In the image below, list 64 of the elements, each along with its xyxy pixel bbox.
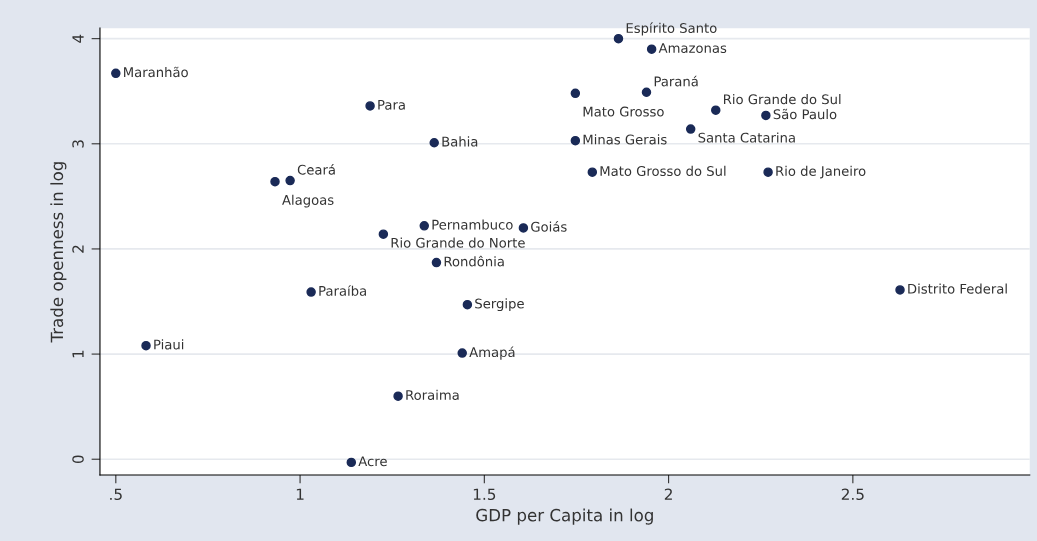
annotation: Pernambuco — [432, 219, 513, 230]
annotation: São Paulo — [773, 108, 837, 120]
point — [570, 88, 581, 99]
annotation: Rio Grande do Norte — [391, 237, 525, 248]
annotation: Goiás — [531, 220, 567, 232]
point — [518, 223, 529, 233]
point — [285, 175, 295, 186]
y-tick-label: 3 — [72, 140, 84, 148]
point — [613, 33, 624, 44]
y-tick-label: 4 — [72, 34, 84, 43]
annotation: Santa Catarina — [698, 132, 795, 143]
annotation: Distrito Federal — [908, 283, 1007, 294]
x-tick-label: 1.5 — [473, 488, 496, 501]
annotation: Paraná — [654, 75, 698, 87]
annotation: Rio Grande do Sul — [724, 94, 841, 105]
annotation: Para — [378, 99, 405, 110]
point — [111, 68, 121, 79]
point — [346, 457, 357, 468]
annotation: Rondônia — [444, 255, 504, 267]
point — [685, 124, 696, 134]
annotation: Alagoas — [282, 194, 334, 208]
annotation: Minas Gerais — [583, 134, 667, 145]
point — [641, 87, 652, 98]
point — [431, 257, 442, 268]
point — [711, 105, 721, 115]
y-tick-label: 0 — [72, 455, 84, 464]
point — [378, 229, 389, 239]
point — [587, 167, 598, 177]
x-tick-label: 2.5 — [841, 488, 864, 501]
point — [462, 299, 473, 310]
point — [393, 391, 403, 401]
annotation: Ceará — [297, 163, 335, 175]
point — [141, 340, 151, 351]
point — [570, 135, 581, 146]
annotation: Acre — [358, 456, 387, 467]
y-axis-title: Trade openness in log — [50, 162, 67, 343]
point — [761, 110, 771, 121]
point — [270, 176, 280, 187]
annotation: Rio de Janeiro — [776, 165, 866, 179]
x-tick-label: .5 — [110, 488, 122, 501]
point — [419, 221, 430, 231]
x-tick-label: 2 — [664, 488, 672, 500]
point — [763, 167, 773, 177]
annotation: Mato Grosso — [583, 106, 664, 117]
point — [365, 101, 375, 111]
y-tick-label: 1 — [72, 350, 84, 358]
annotation: Paraíba — [319, 285, 366, 296]
x-tick-label: 1 — [296, 488, 304, 500]
annotation: Sergipe — [475, 298, 524, 312]
point — [646, 44, 657, 54]
annotation: Piaui — [154, 339, 184, 350]
point — [429, 137, 439, 148]
annotation: Bahia — [442, 136, 478, 147]
annotation: Espírito Santo — [626, 22, 717, 36]
point — [895, 285, 905, 295]
annotation: Roraima — [406, 389, 459, 400]
point — [306, 287, 316, 297]
y-tick-label: 2 — [72, 245, 84, 253]
point — [457, 348, 467, 358]
x-axis-title: GDP per Capita in log — [476, 508, 653, 525]
annotation: Amapá — [469, 346, 515, 360]
annotation: Amazonas — [658, 43, 727, 53]
annotation: Maranhão — [124, 66, 188, 78]
annotation: Mato Grosso do Sul — [600, 165, 726, 177]
